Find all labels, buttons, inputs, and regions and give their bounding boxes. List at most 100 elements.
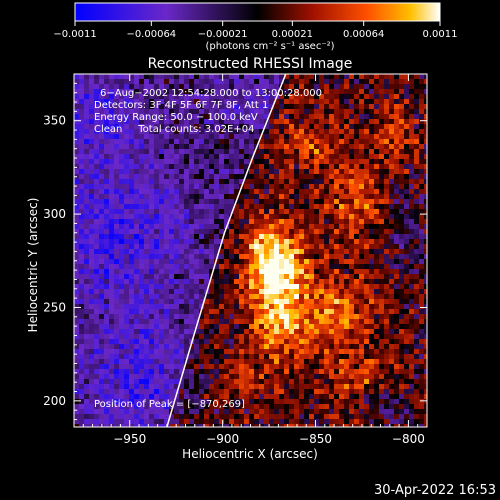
heatmap-cell — [269, 234, 275, 240]
heatmap-cell — [139, 404, 145, 410]
heatmap-cell — [319, 239, 325, 245]
heatmap-cell — [249, 374, 255, 380]
heatmap-cell — [94, 414, 100, 420]
heatmap-cell — [399, 179, 405, 185]
heatmap-cell — [414, 279, 420, 285]
heatmap-cell — [284, 374, 290, 380]
heatmap-cell — [184, 314, 190, 320]
heatmap-cell — [99, 179, 105, 185]
heatmap-cell — [234, 379, 240, 385]
heatmap-cell — [409, 419, 415, 425]
heatmap-cell — [369, 374, 375, 380]
heatmap-cell — [244, 124, 250, 130]
heatmap-cell — [184, 164, 190, 170]
heatmap-cell — [294, 284, 300, 290]
heatmap-cell — [164, 134, 170, 140]
heatmap-cell — [314, 269, 320, 275]
heatmap-cell — [294, 354, 300, 360]
heatmap-cell — [339, 89, 345, 95]
heatmap-cell — [164, 74, 170, 80]
heatmap-cell — [229, 409, 235, 415]
heatmap-cell — [114, 109, 120, 115]
heatmap-cell — [329, 279, 335, 285]
heatmap-cell — [144, 304, 150, 310]
heatmap-cell — [384, 404, 390, 410]
heatmap-cell — [289, 294, 295, 300]
heatmap-cell — [424, 139, 427, 145]
heatmap-cell — [339, 369, 345, 375]
heatmap-cell — [339, 329, 345, 335]
heatmap-cell — [139, 294, 145, 300]
heatmap-cell — [279, 404, 285, 410]
heatmap-cell — [324, 309, 330, 315]
heatmap-cell — [344, 74, 350, 80]
heatmap-cell — [239, 269, 245, 275]
heatmap-cell — [309, 399, 315, 405]
heatmap-cell — [404, 309, 410, 315]
heatmap-cell — [354, 89, 360, 95]
heatmap-cell — [249, 334, 255, 340]
heatmap-cell — [119, 199, 125, 205]
heatmap-cell — [264, 359, 270, 365]
heatmap-cell — [84, 239, 90, 245]
heatmap-cell — [204, 394, 210, 400]
heatmap-cell — [169, 79, 175, 85]
heatmap-cell — [219, 279, 225, 285]
heatmap-cell — [374, 264, 380, 270]
heatmap-cell — [354, 364, 360, 370]
heatmap-cell — [244, 174, 250, 180]
heatmap-cell — [304, 329, 310, 335]
heatmap-cell — [99, 89, 105, 95]
heatmap-cell — [194, 364, 200, 370]
heatmap-cell — [174, 154, 180, 160]
heatmap-cell — [199, 254, 205, 260]
heatmap-cell — [154, 289, 160, 295]
heatmap-cell — [339, 294, 345, 300]
heatmap-cell — [154, 119, 160, 125]
heatmap-cell — [309, 284, 315, 290]
heatmap-cell — [259, 189, 265, 195]
heatmap-cell — [194, 419, 200, 425]
heatmap-cell — [104, 309, 110, 315]
heatmap-cell — [184, 214, 190, 220]
heatmap-cell — [239, 349, 245, 355]
heatmap-cell — [204, 239, 210, 245]
heatmap-cell — [264, 264, 270, 270]
heatmap-cell — [364, 104, 370, 110]
heatmap-cell — [324, 314, 330, 320]
heatmap-cell — [289, 79, 295, 85]
heatmap-cell — [334, 364, 340, 370]
heatmap-cell — [79, 309, 85, 315]
heatmap-cell — [74, 404, 80, 410]
heatmap-cell — [234, 334, 240, 340]
heatmap-cell — [234, 84, 240, 90]
heatmap-cell — [174, 104, 180, 110]
heatmap-cell — [399, 309, 405, 315]
heatmap-cell — [89, 174, 95, 180]
heatmap-cell — [199, 324, 205, 330]
heatmap-cell — [94, 359, 100, 365]
heatmap-cell — [204, 219, 210, 225]
heatmap-cell — [409, 359, 415, 365]
heatmap-cell — [329, 384, 335, 390]
heatmap-cell — [419, 94, 425, 100]
heatmap-cell — [154, 279, 160, 285]
heatmap-cell — [129, 394, 135, 400]
heatmap-cell — [104, 314, 110, 320]
heatmap-cell — [154, 359, 160, 365]
heatmap-cell — [144, 94, 150, 100]
heatmap-cell — [349, 169, 355, 175]
heatmap-cell — [389, 344, 395, 350]
heatmap-cell — [274, 249, 280, 255]
heatmap-cell — [84, 329, 90, 335]
heatmap-cell — [379, 249, 385, 255]
heatmap-cell — [384, 84, 390, 90]
heatmap-cell — [414, 139, 420, 145]
heatmap-cell — [419, 174, 425, 180]
heatmap-cell — [399, 204, 405, 210]
heatmap-cell — [219, 149, 225, 155]
heatmap-cell — [144, 244, 150, 250]
heatmap-cell — [169, 244, 175, 250]
heatmap-cell — [149, 334, 155, 340]
heatmap-cell — [239, 404, 245, 410]
